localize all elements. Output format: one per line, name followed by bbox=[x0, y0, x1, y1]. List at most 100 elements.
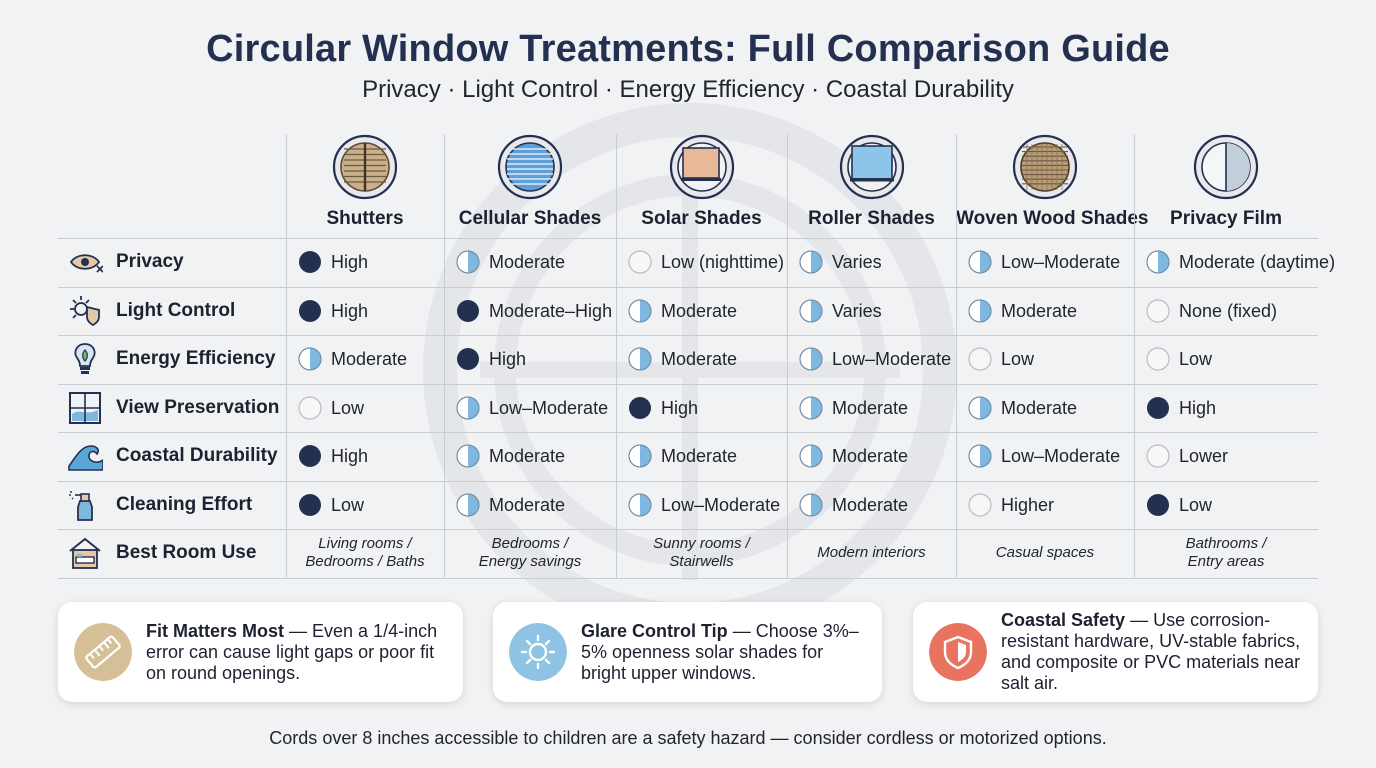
row-label-text: Light Control bbox=[116, 300, 236, 321]
rating-cell: None (fixed) bbox=[1134, 287, 1318, 335]
round-woven-wood-icon bbox=[1012, 134, 1078, 200]
tip-glare-body: — Choose 3%–5% openness solar shades for… bbox=[581, 620, 859, 683]
best-room-cell: Living rooms / Bedrooms / Baths bbox=[286, 529, 444, 577]
rating-cell: Low–Moderate bbox=[616, 481, 787, 529]
rating-value: Low bbox=[1179, 494, 1213, 515]
rating-half-icon bbox=[628, 299, 652, 323]
column-name: Privacy Film bbox=[1170, 208, 1282, 229]
rating-cell: Low–Moderate bbox=[787, 335, 956, 383]
rating-value: Moderate bbox=[832, 494, 909, 515]
rating-value: High bbox=[661, 397, 699, 418]
column-header-1: Shutters bbox=[286, 134, 444, 238]
rating-value: Low–Moderate bbox=[832, 348, 952, 369]
rating-half-icon bbox=[968, 299, 992, 323]
rating-empty-icon bbox=[628, 250, 652, 274]
rating-value: Low bbox=[331, 397, 365, 418]
rating-half-icon bbox=[456, 493, 480, 517]
ruler-icon bbox=[74, 623, 132, 681]
rating-value: Varies bbox=[832, 251, 882, 272]
rating-full-icon bbox=[629, 397, 651, 419]
house-bed-icon bbox=[69, 537, 101, 569]
tip-fit-body: — Even a 1/4-inch error can cause light … bbox=[146, 620, 438, 683]
rating-cell: Low (nighttime) bbox=[616, 238, 787, 286]
row-divider bbox=[58, 529, 1318, 530]
row-label-1: Light Control bbox=[58, 287, 286, 335]
rating-cell: Low–Moderate bbox=[444, 384, 616, 432]
rating-cell: High bbox=[1134, 384, 1318, 432]
row-label-text: Privacy bbox=[116, 251, 184, 272]
rating-half-icon bbox=[456, 250, 480, 274]
tip-fit-title: Fit Matters Most bbox=[146, 620, 285, 641]
best-room-line: Stairwells bbox=[669, 553, 734, 570]
rating-cell: Moderate bbox=[787, 432, 956, 480]
rating-full-icon bbox=[299, 494, 321, 516]
rating-empty-icon bbox=[1146, 347, 1170, 371]
column-header-3: Solar Shades bbox=[616, 134, 787, 238]
column-divider bbox=[286, 134, 287, 578]
column-divider bbox=[1134, 134, 1135, 578]
rating-full-icon bbox=[299, 300, 321, 322]
column-header-2: Cellular Shades bbox=[444, 134, 616, 238]
rating-value: Moderate bbox=[489, 445, 566, 466]
rating-value: High bbox=[1179, 397, 1217, 418]
rating-cell: Moderate bbox=[444, 432, 616, 480]
column-name: Solar Shades bbox=[641, 208, 762, 229]
best-room-line: Energy savings bbox=[478, 553, 582, 570]
rating-cell: Varies bbox=[787, 238, 956, 286]
rating-empty-icon bbox=[1146, 299, 1170, 323]
rating-half-icon bbox=[799, 250, 823, 274]
rating-value: Low bbox=[1001, 348, 1035, 369]
column-name: Shutters bbox=[326, 208, 404, 229]
best-room-line: Casual spaces bbox=[995, 544, 1095, 561]
rating-value: Moderate bbox=[832, 397, 909, 418]
rating-cell: Moderate bbox=[286, 335, 444, 383]
page-title: Circular Window Treatments: Full Compari… bbox=[206, 28, 1170, 70]
rating-full-icon bbox=[1147, 397, 1169, 419]
rating-full-icon bbox=[1147, 494, 1169, 516]
column-divider bbox=[787, 134, 788, 578]
row-label-5: Cleaning Effort bbox=[58, 481, 286, 529]
rating-value: Moderate–High bbox=[489, 300, 613, 321]
rating-cell: Low bbox=[286, 384, 444, 432]
tip-card-coastal: Coastal Safety — Use corrosion-resistant… bbox=[913, 602, 1318, 702]
rating-half-icon bbox=[968, 250, 992, 274]
best-room-lines: Living rooms / Bedrooms / Baths bbox=[305, 535, 424, 571]
eye-icon bbox=[69, 254, 103, 273]
rating-cell: High bbox=[286, 432, 444, 480]
rating-cell: Low bbox=[1134, 335, 1318, 383]
best-room-line: Bathrooms / bbox=[1185, 535, 1267, 552]
rating-cell: Higher bbox=[956, 481, 1134, 529]
rating-half-icon bbox=[968, 444, 992, 468]
rating-value: Moderate bbox=[661, 300, 738, 321]
rating-value: Moderate bbox=[1001, 397, 1078, 418]
rating-value: Low bbox=[331, 494, 365, 515]
row-icon-wrap bbox=[64, 535, 106, 571]
rating-cell: Moderate bbox=[616, 287, 787, 335]
rating-cell: High bbox=[286, 238, 444, 286]
row-divider bbox=[58, 335, 1318, 336]
lightbulb-icon bbox=[74, 343, 96, 374]
rating-cell: Moderate bbox=[956, 287, 1134, 335]
rating-half-icon bbox=[799, 444, 823, 468]
row-label-2: Energy Efficiency bbox=[58, 335, 286, 383]
row-divider bbox=[58, 481, 1318, 482]
rating-empty-icon bbox=[1146, 444, 1170, 468]
rating-value: Moderate bbox=[331, 348, 408, 369]
rating-cell: High bbox=[286, 287, 444, 335]
rating-full-icon bbox=[299, 445, 321, 467]
sun-icon bbox=[509, 623, 567, 681]
rating-value: Low–Moderate bbox=[661, 494, 781, 515]
rating-cell: Moderate bbox=[787, 384, 956, 432]
sun-shield-icon bbox=[70, 296, 100, 327]
wave-icon bbox=[68, 445, 103, 471]
row-divider bbox=[58, 578, 1318, 579]
rating-value: High bbox=[331, 445, 369, 466]
rating-value: Moderate bbox=[832, 445, 909, 466]
column-divider bbox=[444, 134, 445, 578]
tip-glare-text: Glare Control Tip — Choose 3%–5% opennes… bbox=[581, 602, 866, 702]
best-room-cell: Modern interiors bbox=[787, 529, 956, 577]
rating-value: High bbox=[331, 251, 369, 272]
rating-value: Varies bbox=[832, 300, 882, 321]
tip-coastal-title: Coastal Safety bbox=[1001, 610, 1126, 630]
rating-empty-icon bbox=[968, 347, 992, 371]
